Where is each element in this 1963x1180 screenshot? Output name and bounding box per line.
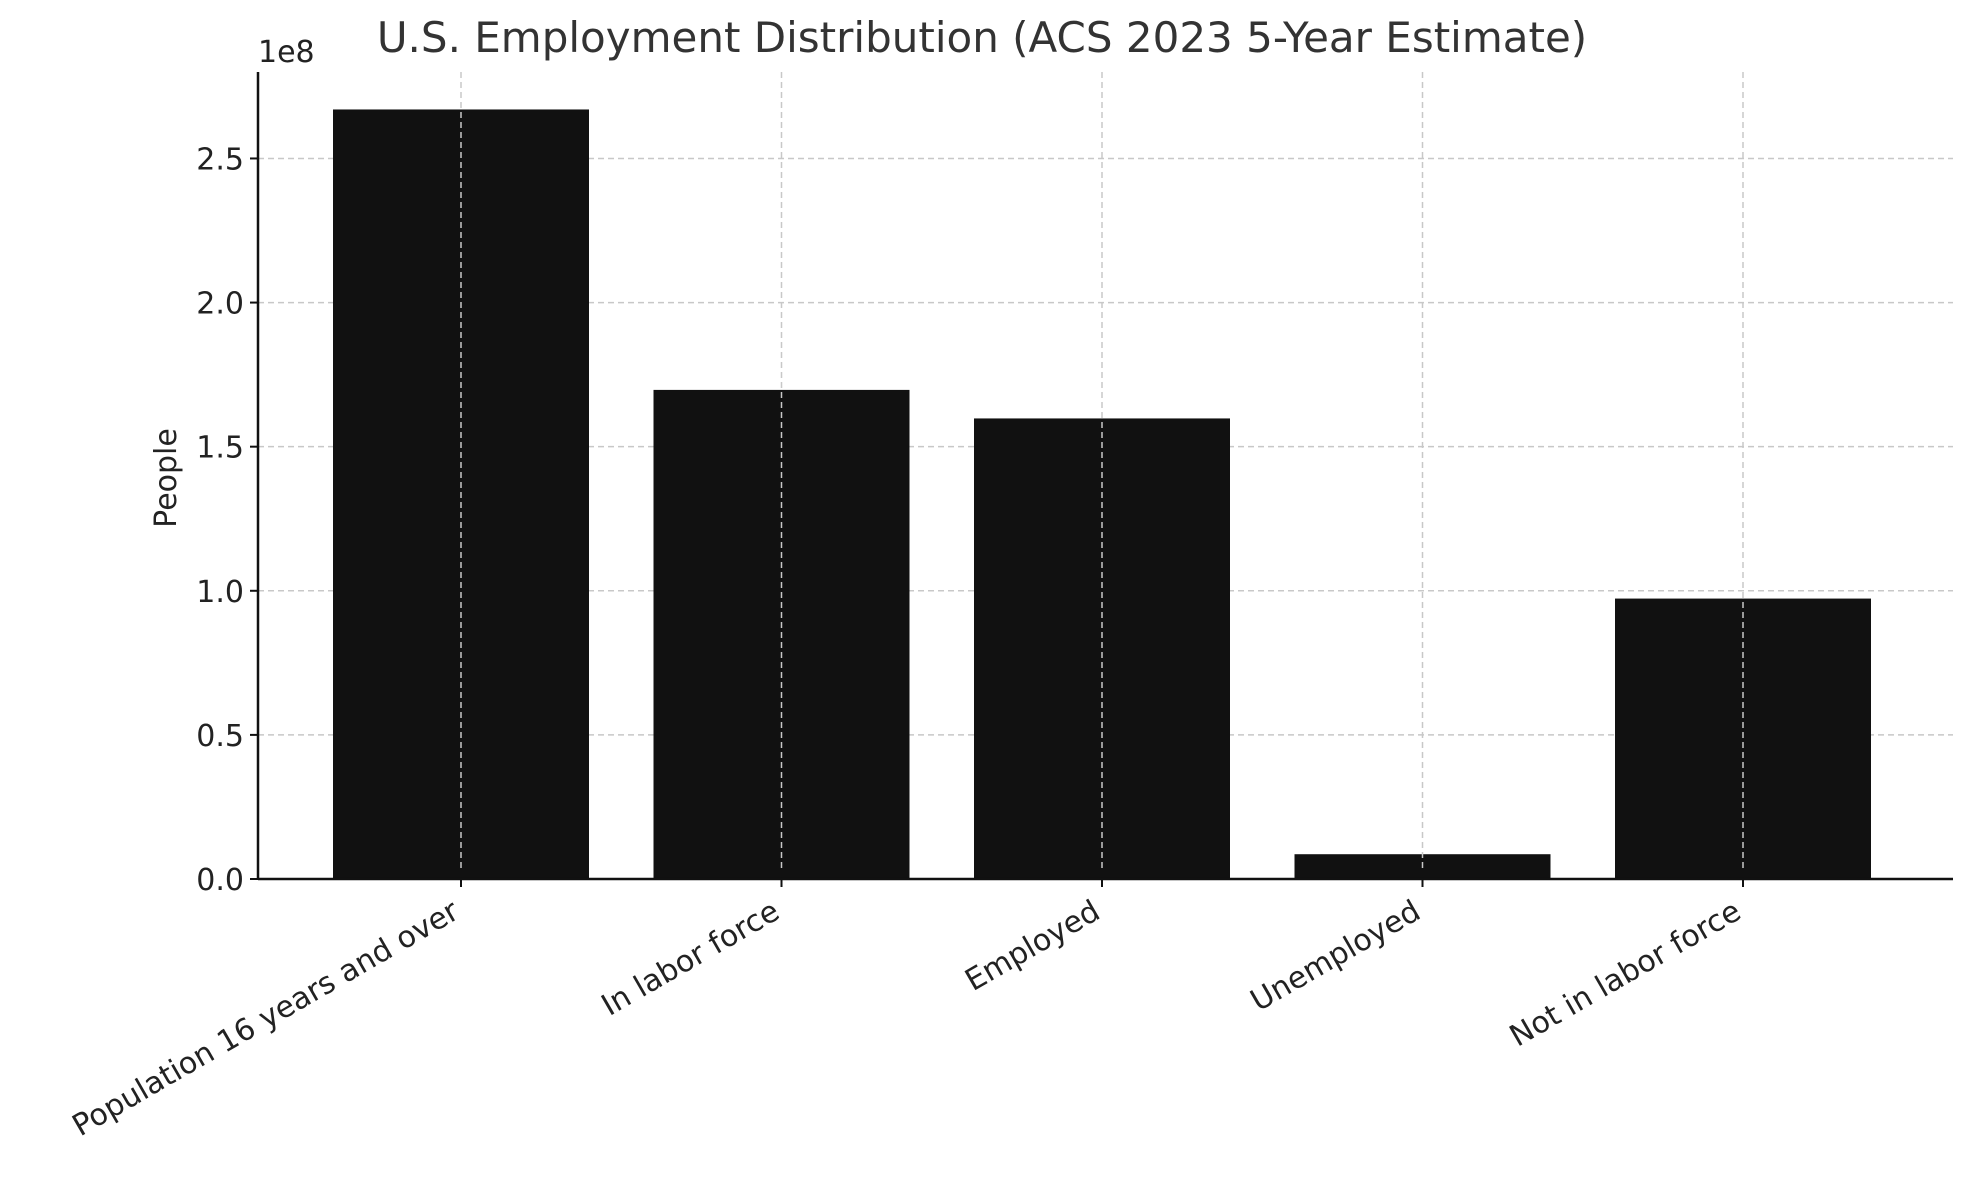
x-tick-label: Population 16 years and over: [67, 893, 466, 1144]
y-tick-label: 2.5: [196, 142, 244, 177]
x-tick-label: Not in labor force: [1504, 894, 1747, 1055]
chart-title: U.S. Employment Distribution (ACS 2023 5…: [377, 13, 1587, 62]
y-tick-label: 1.0: [196, 575, 244, 610]
x-tick-label: Employed: [959, 894, 1106, 999]
vertical-grid-layer: [460, 72, 1744, 869]
y-tick-label: 2.0: [196, 287, 244, 322]
axes-layer: [256, 72, 1953, 881]
x-tick-label: In labor force: [596, 894, 786, 1024]
y-axis-offset-label: 1e8: [258, 35, 315, 70]
y-axis-label: People: [149, 428, 184, 528]
y-tick-label: 1.5: [196, 431, 244, 466]
x-tick-label: Unemployed: [1245, 894, 1427, 1019]
y-tick-label: 0.5: [196, 719, 244, 754]
y-tick-label: 0.0: [196, 863, 244, 898]
